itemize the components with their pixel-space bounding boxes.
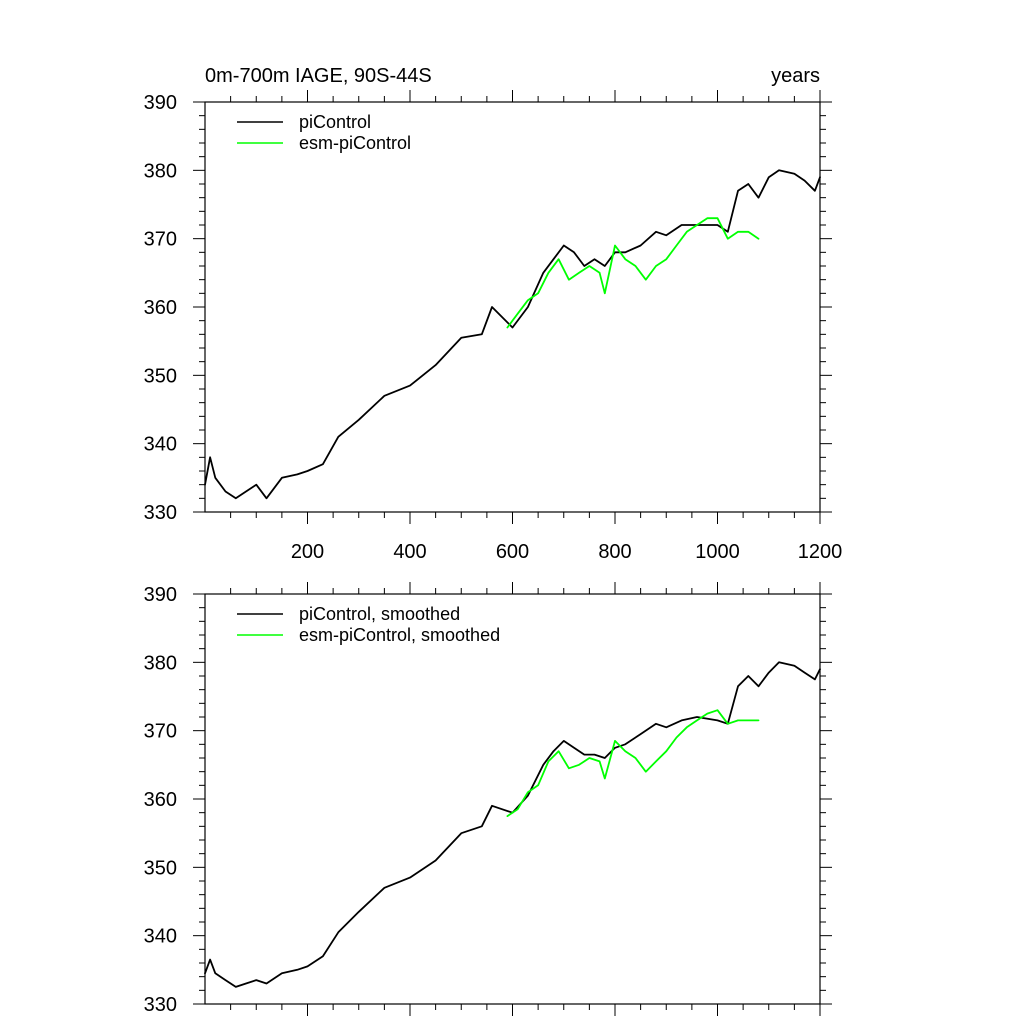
series-line-esm-picontrol: [506, 709, 760, 817]
y-tick-label: 340: [144, 926, 177, 948]
series-line-picontrol: [204, 169, 821, 500]
legend-label: esm-piControl: [299, 133, 411, 153]
x-tick-label: 1200: [798, 541, 843, 563]
plot-frame: [204, 593, 821, 1005]
x-tick-label: 400: [393, 541, 426, 563]
y-tick-label: 350: [144, 365, 177, 387]
legend-label: esm-piControl, smoothed: [299, 625, 500, 645]
y-tick-label: 360: [144, 789, 177, 811]
y-tick-label: 360: [144, 297, 177, 319]
y-tick-label: 330: [144, 502, 177, 524]
units-label: years: [771, 65, 820, 87]
plot-frame: [204, 101, 821, 513]
y-tick-label: 390: [144, 584, 177, 606]
x-tick-label: 600: [496, 541, 529, 563]
y-tick-label: 370: [144, 721, 177, 743]
y-tick-label: 330: [144, 994, 177, 1016]
legend-label: piControl: [299, 112, 371, 132]
bottom-panel: 330 340 350 360 370 380 390 piControl, smoothed…: [144, 582, 832, 1016]
y-tick-label: 380: [144, 652, 177, 674]
y-tick-label: 340: [144, 434, 177, 456]
x-tick-label: 200: [291, 541, 324, 563]
x-tick-label: 1000: [695, 541, 740, 563]
legend-label: piControl, smoothed: [299, 604, 460, 624]
series-line-esm-picontrol: [506, 217, 760, 329]
x-tick-label: 800: [598, 541, 631, 563]
y-tick-label: 380: [144, 160, 177, 182]
series-line-picontrol: [204, 661, 821, 988]
chart-title: 0m-700m IAGE, 90S-44S: [205, 65, 432, 87]
y-tick-label: 370: [144, 229, 177, 251]
top-panel: 330 340 350 360 370 380 390 200 400 600 800 1000 120…: [144, 65, 843, 563]
y-tick-label: 350: [144, 857, 177, 879]
y-tick-label: 390: [144, 92, 177, 114]
